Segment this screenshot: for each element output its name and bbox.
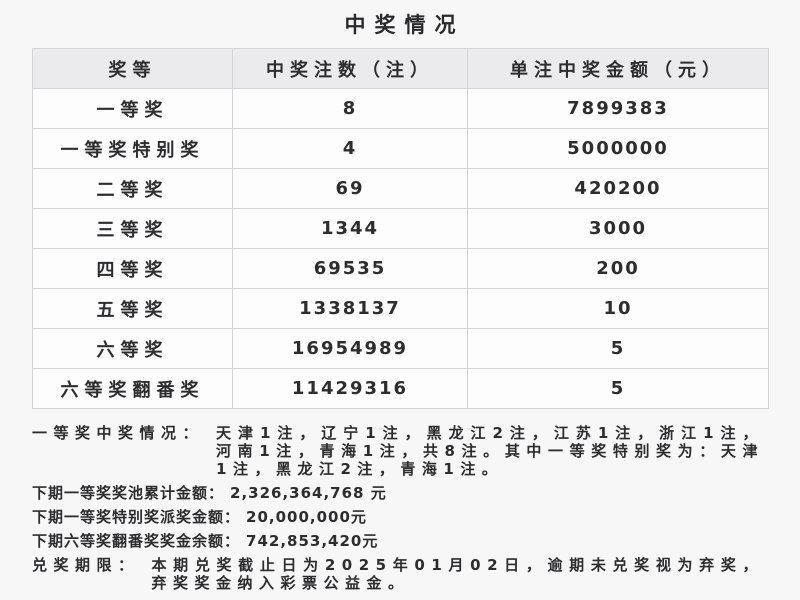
prize-tier: 五等奖 xyxy=(32,288,233,329)
column-header-0: 奖等 xyxy=(32,48,233,89)
note-text: 742,853,420元 xyxy=(246,532,379,550)
prize-tier: 二等奖 xyxy=(32,168,233,209)
note-label: 下期一等奖特别奖派奖金额： xyxy=(32,508,241,526)
note-label: 下期六等奖翻番奖奖金余额： xyxy=(32,532,241,550)
note-text: 本期兑奖截止日为2025年01月02日，逾期未兑奖视为弃奖，弃奖奖金纳入彩票公益… xyxy=(151,556,764,592)
prize-row: 二等奖 69 420200 xyxy=(32,168,769,209)
page-title: 中奖情况 xyxy=(344,13,465,37)
prize-row: 一等奖特别奖 4 5000000 xyxy=(32,128,769,169)
first-prize-winners-note: 一等奖中奖情况： 天津1注，辽宁1注，黑龙江2注，江苏1注，浙江1注，河南1注，… xyxy=(32,424,764,478)
prize-row: 三等奖 1344 3000 xyxy=(32,208,769,249)
prize-row: 六等奖 16954989 5 xyxy=(32,328,769,369)
note-label: 兑奖期限： xyxy=(32,556,140,574)
prize-amount: 5 xyxy=(467,328,769,369)
prize-row: 六等奖翻番奖 11429316 5 xyxy=(32,368,769,409)
prize-amount: 5 xyxy=(467,368,769,409)
prize-row: 五等奖 1338137 10 xyxy=(32,288,769,329)
prize-tier: 一等奖 xyxy=(32,88,233,129)
note-label: 下期一等奖奖池累计金额： xyxy=(32,484,225,502)
note-text: 2,326,364,768 元 xyxy=(230,484,387,502)
prize-table-body: 一等奖 8 7899383 一等奖特别奖 4 5000000 二等奖 69 420200 三等奖 1… xyxy=(32,88,769,409)
column-header-2: 单注中奖金额（元） xyxy=(467,48,769,89)
prize-tier: 一等奖特别奖 xyxy=(32,128,233,169)
notes-section: 一等奖中奖情况： 天津1注，辽宁1注，黑龙江2注，江苏1注，浙江1注，河南1注，… xyxy=(32,424,764,598)
prize-row: 四等奖 69535 200 xyxy=(32,248,769,289)
prize-amount: 5000000 xyxy=(467,128,769,169)
win-count: 11429316 xyxy=(232,368,468,409)
prize-amount: 420200 xyxy=(467,168,769,209)
special-prize-fund-note: 下期一等奖特别奖派奖金额： 20,000,000元 xyxy=(32,508,764,526)
prize-amount: 200 xyxy=(467,248,769,289)
column-header-1: 中奖注数（注） xyxy=(232,48,468,89)
prize-tier: 六等奖 xyxy=(32,328,233,369)
prize-tier: 四等奖 xyxy=(32,248,233,289)
prize-amount: 3000 xyxy=(467,208,769,249)
note-text: 天津1注，辽宁1注，黑龙江2注，江苏1注，浙江1注，河南1注，青海1注，共8注。… xyxy=(216,424,764,478)
win-count: 4 xyxy=(232,128,468,169)
prize-row: 一等奖 8 7899383 xyxy=(32,88,769,129)
note-text: 20,000,000元 xyxy=(246,508,367,526)
note-label: 一等奖中奖情况： xyxy=(32,424,205,442)
jackpot-pool-note: 下期一等奖奖池累计金额： 2,326,364,768 元 xyxy=(32,484,764,502)
prize-amount: 10 xyxy=(467,288,769,329)
prize-table: 奖等 中奖注数（注） 单注中奖金额（元） 一等奖 8 7899383 一等奖特别奖 4 500… xyxy=(32,48,769,409)
table-header-row: 奖等 中奖注数（注） 单注中奖金额（元） xyxy=(32,48,769,89)
win-count: 8 xyxy=(232,88,468,129)
win-count: 69 xyxy=(232,168,468,209)
sixth-prize-fund-note: 下期六等奖翻番奖奖金余额： 742,853,420元 xyxy=(32,532,764,550)
redeem-deadline-note: 兑奖期限： 本期兑奖截止日为2025年01月02日，逾期未兑奖视为弃奖，弃奖奖金… xyxy=(32,556,764,592)
prize-tier: 三等奖 xyxy=(32,208,233,249)
win-count: 69535 xyxy=(232,248,468,289)
win-count: 1338137 xyxy=(232,288,468,329)
win-count: 1344 xyxy=(232,208,468,249)
prize-amount: 7899383 xyxy=(467,88,769,129)
win-count: 16954989 xyxy=(232,328,468,369)
prize-tier: 六等奖翻番奖 xyxy=(32,368,233,409)
